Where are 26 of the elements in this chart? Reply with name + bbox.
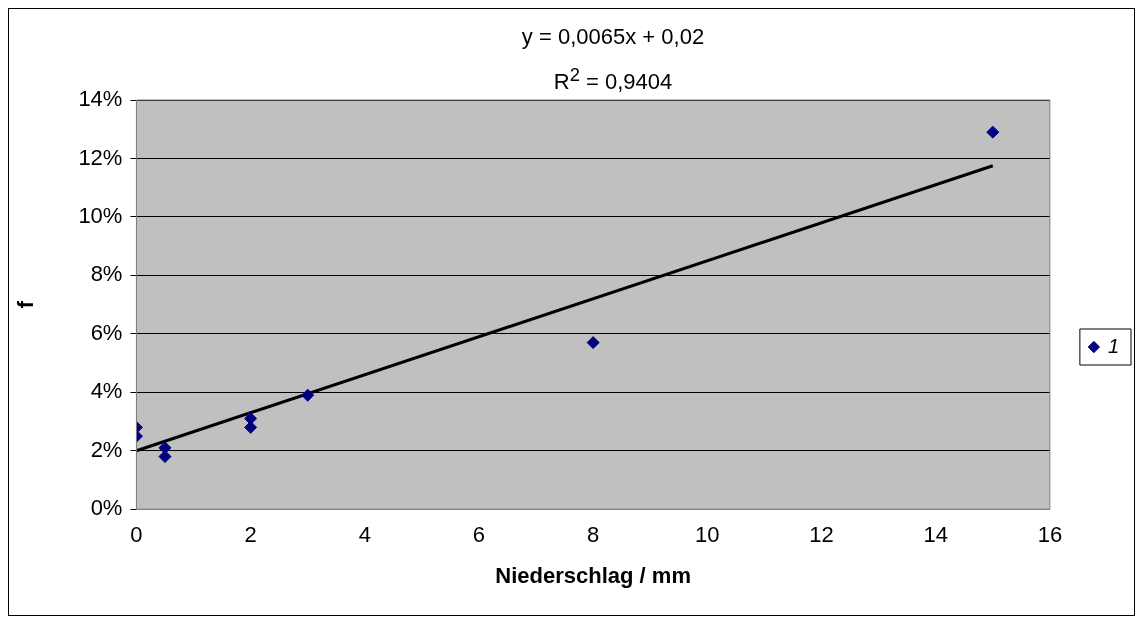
text: y = 0,0065x + 0,02 [520, 23, 706, 51]
y-tick-label: 8% [90, 261, 123, 287]
text: R$^{2}$ = 0,9404 [552, 63, 674, 97]
y-tick-label: 4% [90, 378, 123, 404]
x-tick-label: 2 [244, 522, 257, 548]
point [986, 125, 1000, 139]
y-tick-label: 0% [90, 495, 123, 521]
x-tick-label: 6 [472, 522, 486, 548]
x-tick-label: 10 [695, 522, 720, 548]
y-tick-label: 10% [78, 202, 123, 228]
y-axis-title: f [13, 300, 39, 309]
y-tick-label: 12% [78, 144, 123, 170]
x-tick-label: 16 [1037, 522, 1063, 548]
x-tick-label: 4 [358, 522, 371, 548]
x-tick-label: 12 [809, 522, 834, 548]
x-axis-title: Niederschlag / mm [495, 562, 691, 588]
legend-label: 1 [1107, 334, 1119, 357]
y-tick-label: 6% [90, 319, 123, 345]
x-tick-label: 0 [130, 522, 143, 548]
x-tick-label: 14 [923, 522, 948, 548]
point [158, 450, 172, 464]
point [586, 336, 600, 350]
y-tick-label: 14% [78, 86, 123, 112]
x-tick-label: 8 [587, 522, 600, 548]
y-tick-label: 2% [90, 436, 123, 462]
point [301, 388, 315, 402]
